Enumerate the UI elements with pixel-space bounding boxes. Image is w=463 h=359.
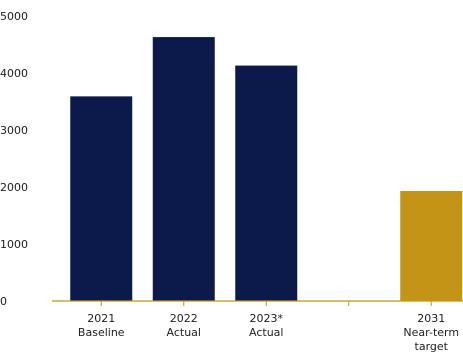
y-tick-label: 1000 xyxy=(0,238,28,251)
y-axis-ticks: 0 1000 2000 3000 4000 5000 xyxy=(0,10,28,308)
x-category-label: Baseline xyxy=(78,326,125,339)
x-category-label: Actual xyxy=(167,326,201,339)
x-category-label: Near-term xyxy=(403,326,459,339)
x-category-label: 2031 xyxy=(417,312,445,325)
bar xyxy=(70,96,133,302)
y-tick-label: 4000 xyxy=(0,67,28,80)
x-axis-labels: 2021Baseline2022Actual2023*Actual2031Nea… xyxy=(78,301,459,353)
x-category-label: 2022 xyxy=(170,312,198,325)
y-tick-label: 2000 xyxy=(0,181,28,194)
x-category-label: Actual xyxy=(249,326,283,339)
x-category-label: 2023* xyxy=(250,312,284,325)
bar xyxy=(235,65,298,301)
y-tick-label: 0 xyxy=(0,295,7,308)
x-category-label: target xyxy=(415,340,449,353)
bar xyxy=(152,37,215,302)
y-tick-label: 5000 xyxy=(0,10,28,23)
bars xyxy=(70,37,463,302)
y-tick-label: 3000 xyxy=(0,124,28,137)
bar xyxy=(400,190,463,301)
x-category-label: 2021 xyxy=(87,312,115,325)
